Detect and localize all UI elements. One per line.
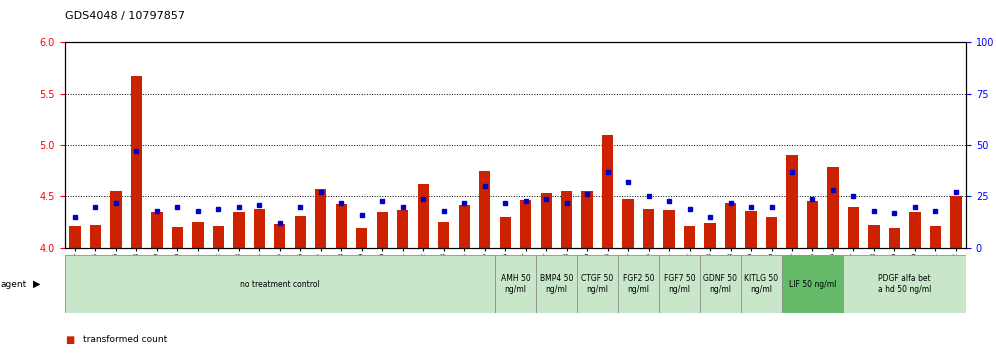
- Bar: [336, 204, 347, 248]
- Bar: [130, 76, 142, 248]
- Bar: [65, 255, 495, 313]
- Text: transformed count: transformed count: [83, 335, 167, 344]
- Text: FGF7 50
ng/ml: FGF7 50 ng/ml: [663, 274, 695, 294]
- Text: ▶: ▶: [33, 279, 41, 289]
- Text: AMH 50
ng/ml: AMH 50 ng/ml: [501, 274, 530, 294]
- Bar: [658, 255, 700, 313]
- Bar: [90, 225, 102, 248]
- Bar: [782, 255, 844, 313]
- Text: BMP4 50
ng/ml: BMP4 50 ng/ml: [540, 274, 573, 294]
- Text: ■: ■: [65, 335, 74, 345]
- Bar: [618, 255, 658, 313]
- Bar: [766, 217, 777, 248]
- Bar: [376, 212, 387, 248]
- Bar: [684, 226, 695, 248]
- Text: agent: agent: [1, 280, 27, 289]
- Bar: [807, 201, 818, 248]
- Bar: [536, 255, 577, 313]
- Text: FGF2 50
ng/ml: FGF2 50 ng/ml: [622, 274, 654, 294]
- Bar: [500, 217, 511, 248]
- Bar: [869, 225, 879, 248]
- Bar: [295, 216, 306, 248]
- Bar: [438, 222, 449, 248]
- Bar: [479, 171, 490, 248]
- Text: GDS4048 / 10797857: GDS4048 / 10797857: [65, 11, 184, 21]
- Text: PDGF alfa bet
a hd 50 ng/ml: PDGF alfa bet a hd 50 ng/ml: [878, 274, 931, 294]
- Bar: [274, 224, 286, 248]
- Bar: [192, 222, 203, 248]
- Text: no treatment control: no treatment control: [240, 280, 320, 289]
- Bar: [151, 212, 162, 248]
- Bar: [848, 207, 860, 248]
- Bar: [704, 223, 716, 248]
- Bar: [888, 228, 900, 248]
- Bar: [582, 192, 593, 248]
- Bar: [622, 199, 633, 248]
- Bar: [909, 212, 920, 248]
- Bar: [495, 255, 536, 313]
- Text: CTGF 50
ng/ml: CTGF 50 ng/ml: [582, 274, 614, 294]
- Bar: [417, 184, 429, 248]
- Bar: [787, 155, 798, 248]
- Bar: [844, 255, 966, 313]
- Text: KITLG 50
ng/ml: KITLG 50 ng/ml: [744, 274, 778, 294]
- Bar: [602, 135, 614, 248]
- Bar: [745, 211, 757, 248]
- Bar: [725, 202, 736, 248]
- Bar: [561, 192, 573, 248]
- Bar: [357, 228, 368, 248]
- Bar: [171, 227, 183, 248]
- Bar: [663, 210, 674, 248]
- Bar: [315, 189, 327, 248]
- Bar: [741, 255, 782, 313]
- Bar: [254, 209, 265, 248]
- Bar: [828, 167, 839, 248]
- Bar: [700, 255, 741, 313]
- Bar: [541, 193, 552, 248]
- Bar: [929, 226, 941, 248]
- Bar: [458, 205, 470, 248]
- Bar: [950, 196, 961, 248]
- Text: LIF 50 ng/ml: LIF 50 ng/ml: [789, 280, 837, 289]
- Bar: [577, 255, 618, 313]
- Bar: [233, 212, 244, 248]
- Bar: [213, 226, 224, 248]
- Bar: [520, 200, 531, 248]
- Bar: [70, 226, 81, 248]
- Bar: [397, 210, 408, 248]
- Bar: [111, 192, 122, 248]
- Text: GDNF 50
ng/ml: GDNF 50 ng/ml: [703, 274, 737, 294]
- Bar: [643, 209, 654, 248]
